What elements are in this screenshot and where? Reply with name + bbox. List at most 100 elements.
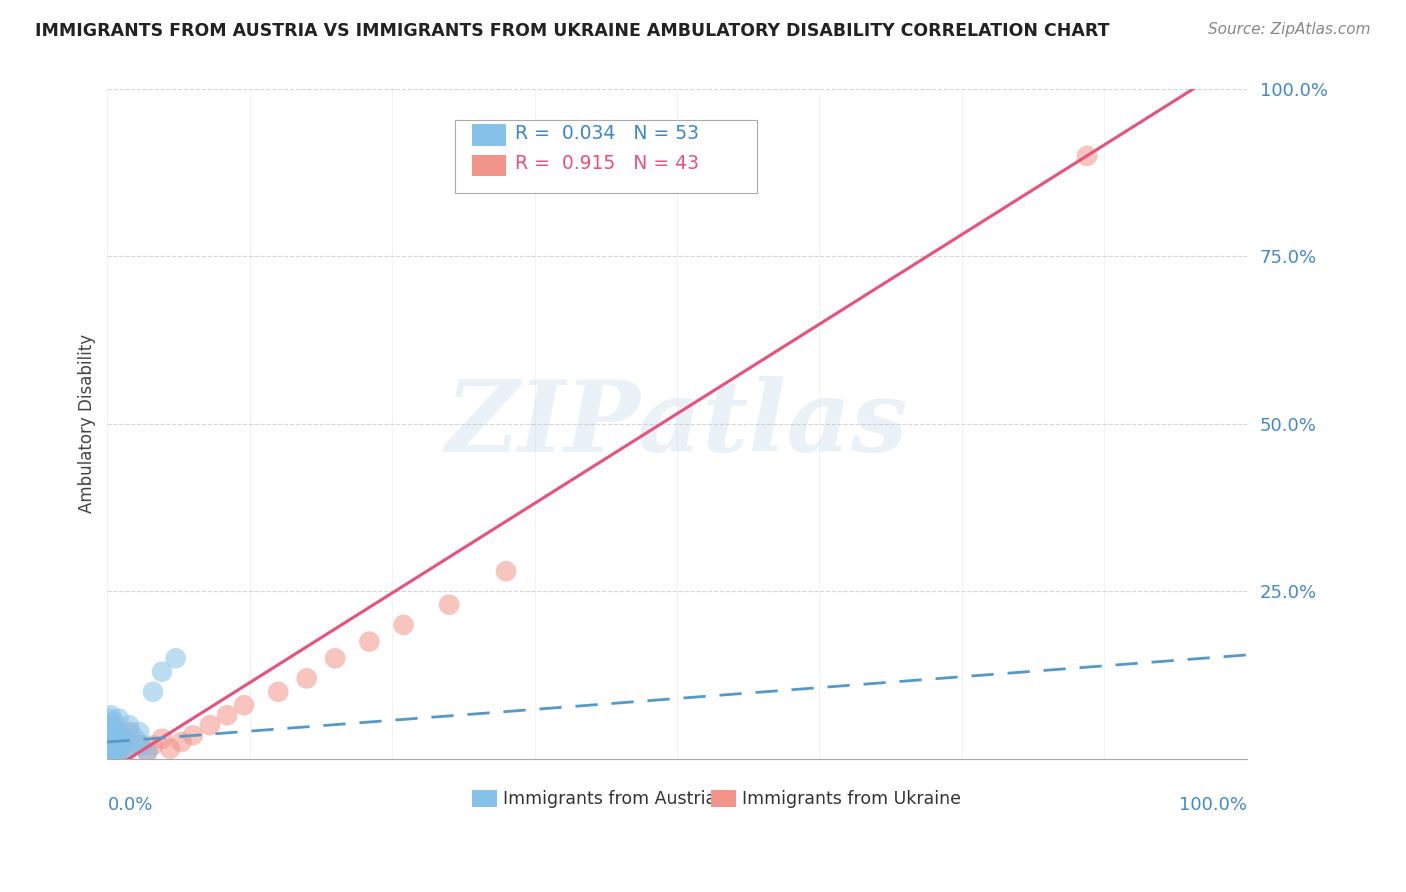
Point (98, 739, 121, 753)
Point (97, 741, 120, 756)
Point (104, 739, 127, 753)
Point (97, 731, 120, 746)
Point (96, 745, 118, 759)
Point (131, 739, 153, 753)
Point (323, 651, 346, 665)
Point (131, 739, 153, 753)
Point (118, 718, 141, 732)
Point (101, 725, 124, 739)
Point (103, 714, 125, 729)
Point (97, 745, 120, 759)
Point (120, 739, 142, 753)
Point (101, 718, 124, 732)
Point (495, 564, 517, 578)
Point (107, 712, 129, 726)
Bar (472, 124, 506, 145)
Point (114, 725, 136, 739)
Bar (711, 790, 737, 807)
Point (100, 731, 122, 746)
Point (165, 651, 187, 665)
Point (117, 731, 139, 746)
Point (97, 728, 120, 742)
Point (392, 617, 415, 632)
Point (101, 739, 124, 753)
Point (114, 745, 136, 759)
Point (110, 731, 132, 746)
Point (105, 725, 128, 739)
Point (233, 698, 256, 713)
Point (98, 739, 121, 753)
Point (100, 745, 122, 759)
Point (198, 718, 221, 732)
Point (98, 745, 121, 759)
Text: 0.0%: 0.0% (107, 796, 153, 814)
Point (295, 672, 318, 686)
Text: R =  0.915   N = 43: R = 0.915 N = 43 (515, 154, 699, 173)
Point (101, 718, 124, 732)
Point (101, 731, 124, 746)
Point (159, 741, 181, 756)
Point (110, 739, 132, 753)
Text: 100.0%: 100.0% (1178, 796, 1247, 814)
Point (125, 731, 148, 746)
Point (101, 728, 124, 742)
Point (115, 745, 138, 759)
Point (98, 745, 121, 759)
Point (142, 685, 165, 699)
Point (215, 708, 238, 723)
Point (98, 739, 121, 753)
Point (100, 725, 122, 739)
Text: ZIPatlas: ZIPatlas (446, 376, 908, 472)
Point (97, 739, 120, 753)
Text: Source: ZipAtlas.com: Source: ZipAtlas.com (1208, 22, 1371, 37)
Point (98, 739, 121, 753)
Point (100, 708, 122, 723)
Point (97, 745, 120, 759)
FancyBboxPatch shape (454, 120, 756, 193)
Point (104, 731, 127, 746)
Point (101, 739, 124, 753)
Point (105, 731, 128, 746)
Point (150, 731, 173, 746)
Point (107, 745, 129, 759)
Point (97, 745, 120, 759)
Point (100, 731, 122, 746)
Point (136, 745, 159, 759)
Point (98, 725, 121, 739)
Point (98, 731, 121, 746)
Point (103, 745, 125, 759)
Point (97, 739, 120, 753)
Point (101, 745, 124, 759)
Point (98, 745, 121, 759)
Point (108, 735, 131, 749)
Point (103, 745, 125, 759)
Point (96, 739, 118, 753)
Point (98, 722, 121, 736)
Point (136, 745, 159, 759)
Text: R =  0.034   N = 53: R = 0.034 N = 53 (515, 124, 699, 144)
Point (101, 735, 124, 749)
Point (437, 598, 460, 612)
Text: Immigrants from Austria: Immigrants from Austria (503, 790, 716, 808)
Point (142, 739, 165, 753)
Point (181, 728, 204, 742)
Point (170, 735, 193, 749)
Point (107, 745, 129, 759)
Point (107, 725, 129, 739)
Text: Immigrants from Ukraine: Immigrants from Ukraine (742, 790, 960, 808)
Bar (472, 154, 506, 176)
Point (359, 634, 381, 648)
Point (97, 725, 120, 739)
Point (150, 665, 173, 679)
Point (98, 725, 121, 739)
Point (101, 745, 124, 759)
Y-axis label: Ambulatory Disability: Ambulatory Disability (79, 334, 96, 514)
Text: IMMIGRANTS FROM AUSTRIA VS IMMIGRANTS FROM UKRAINE AMBULATORY DISABILITY CORRELA: IMMIGRANTS FROM AUSTRIA VS IMMIGRANTS FR… (35, 22, 1109, 40)
Point (120, 725, 142, 739)
Point (111, 739, 134, 753)
Point (97, 735, 120, 749)
Point (97, 718, 120, 732)
Point (100, 725, 122, 739)
Point (97, 712, 120, 726)
Bar (472, 790, 496, 807)
